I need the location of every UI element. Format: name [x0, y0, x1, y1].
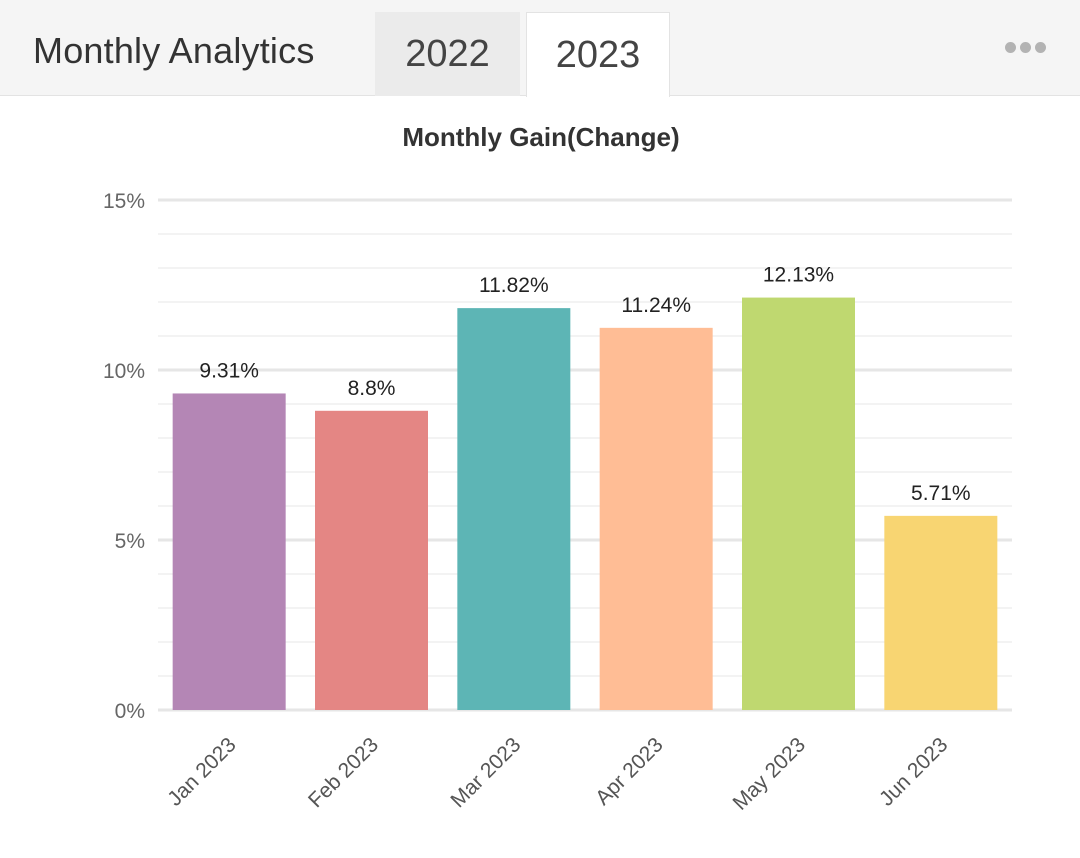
tab-2022[interactable]: 2022: [375, 12, 520, 96]
more-horizontal-icon: [1003, 41, 1048, 53]
bar-apr-2023[interactable]: [599, 327, 713, 710]
y-tick-label: 10%: [103, 360, 145, 383]
y-tick-label: 0%: [115, 700, 145, 723]
x-tick-label: Mar 2023: [446, 733, 525, 812]
y-axis-ticks: 0% 5% 10% 15%: [103, 190, 145, 723]
header-bar: Monthly Analytics 2022 2023: [0, 0, 1080, 97]
bar-may-2023[interactable]: [742, 297, 855, 710]
more-options-button[interactable]: [996, 32, 1054, 62]
y-tick-label: 15%: [103, 190, 145, 213]
bar-chart: Monthly Gain(Change) 0% 5% 10% 15% 9.31% 8.8…: [103, 122, 1012, 815]
x-axis-ticks: Jan 2023 Feb 2023 Mar 2023 Apr 2023 May 2023…: [163, 733, 952, 814]
bar-value-label: 9.31%: [199, 359, 259, 382]
chart-title: Monthly Gain(Change): [402, 122, 679, 152]
bar-value-label: 5.71%: [911, 482, 971, 505]
bar-mar-2023[interactable]: [457, 308, 571, 710]
bar-value-label: 12.13%: [763, 264, 834, 287]
bars: [172, 297, 998, 710]
page-title: Monthly Analytics: [33, 30, 315, 71]
x-tick-label: Jan 2023: [163, 733, 240, 810]
bar-value-label: 8.8%: [348, 377, 396, 400]
bar-jun-2023[interactable]: [884, 515, 998, 710]
bar-value-label: 11.24%: [621, 294, 691, 317]
tab-2023[interactable]: 2023: [526, 12, 670, 97]
grid-lines: [158, 198, 1012, 712]
x-tick-label: Jun 2023: [875, 733, 952, 810]
x-tick-label: Feb 2023: [304, 733, 383, 812]
chart-container: Monthly Gain(Change) 0% 5% 10% 15% 9.31% 8.8…: [0, 96, 1080, 853]
x-tick-label: May 2023: [729, 733, 810, 814]
y-tick-label: 5%: [115, 530, 145, 553]
value-labels: 9.31% 8.8% 11.82% 11.24% 12.13% 5.71%: [199, 264, 970, 505]
bar-value-label: 11.82%: [479, 274, 549, 297]
x-tick-label: Apr 2023: [591, 733, 668, 810]
bar-feb-2023[interactable]: [315, 410, 428, 710]
bar-jan-2023[interactable]: [172, 393, 286, 710]
